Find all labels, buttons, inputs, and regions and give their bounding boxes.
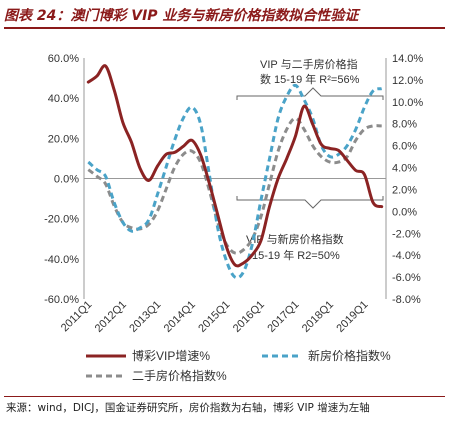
annotation-top-line1: VIP 与二手房价格指: [260, 57, 358, 71]
right-tick-label: 2.0%: [392, 184, 417, 196]
source-note: 来源：wind，DICJ，国金证券研究所，房价指数为右轴，博彩 VIP 增速为左…: [6, 402, 370, 414]
annotation-bottom-line1: VIP 与新房价格指数: [246, 232, 344, 246]
series-layer: [86, 64, 384, 280]
left-tick-label: 0.0%: [54, 174, 79, 186]
bracket-annotations: [236, 87, 384, 209]
right-tick-label: 0.0%: [392, 206, 417, 218]
x-tick: 2014Q1: [162, 299, 198, 335]
right-tick-label: 14.0%: [392, 53, 423, 65]
left-tick-label: 40.0%: [48, 93, 79, 105]
x-tick-label: 2013Q1: [127, 299, 163, 335]
x-tick: 2013Q1: [127, 299, 163, 335]
legend-label-1: 新房价格指数%: [308, 348, 391, 363]
left-tick-label: -60.0%: [44, 294, 79, 306]
right-tick-label: 8.0%: [392, 119, 417, 131]
right-tick-label: 12.0%: [392, 75, 423, 87]
right-tick-label: 10.0%: [392, 97, 423, 109]
x-tick: 2018Q1: [300, 299, 336, 335]
x-tick-label: 2012Q1: [93, 299, 129, 335]
series-line-0: [86, 64, 384, 268]
right-tick-label: -2.0%: [392, 228, 421, 240]
left-tick-label: 20.0%: [48, 133, 79, 145]
x-tick: 2019Q1: [334, 299, 370, 335]
x-tick: 2015Q1: [196, 299, 232, 335]
top-bracket: [236, 87, 384, 100]
annotation-top-line2: 数 15-19 年 R²=56%: [260, 72, 360, 86]
legend: 博彩VIP增速% 新房价格指数% 二手房价格指数%: [86, 348, 391, 383]
right-tick-label: -8.0%: [392, 294, 421, 306]
x-tick-label: 2018Q1: [300, 299, 336, 335]
x-tick-label: 2019Q1: [334, 299, 370, 335]
right-tick-label: -6.0%: [392, 272, 421, 284]
footer-rule: [4, 396, 445, 397]
x-tick: 2016Q1: [231, 299, 267, 335]
right-tick-label: -4.0%: [392, 250, 421, 262]
series-line-2: [87, 116, 382, 255]
figure-title: 图表 24：澳门博彩 VIP 业务与新房价格指数拟合性验证: [4, 8, 359, 24]
right-tick-label: 6.0%: [392, 141, 417, 153]
title-rule: [4, 27, 445, 29]
x-tick-label: 2017Q1: [265, 299, 301, 335]
x-tick: 2017Q1: [265, 299, 301, 335]
right-tick-label: 4.0%: [392, 163, 417, 175]
legend-label-2: 二手房价格指数%: [132, 368, 227, 383]
bottom-bracket: [236, 196, 384, 209]
x-tick-label: 2014Q1: [162, 299, 198, 335]
x-tick: 2012Q1: [93, 299, 129, 335]
legend-label-0: 博彩VIP增速%: [132, 348, 210, 363]
x-tick-label: 2016Q1: [231, 299, 267, 335]
left-tick-label: -40.0%: [44, 254, 79, 266]
series-line-1: [87, 83, 382, 280]
x-tick-label: 2015Q1: [196, 299, 232, 335]
axes-layer: 60.0% 40.0% 20.0% 0.0% -20.0% -40.0% -60.0% 14.…: [44, 53, 423, 335]
left-tick-label: 60.0%: [48, 53, 79, 65]
left-tick-label: -20.0%: [44, 214, 79, 226]
annotation-bottom-line2: 15-19 年 R2=50%: [252, 248, 340, 262]
